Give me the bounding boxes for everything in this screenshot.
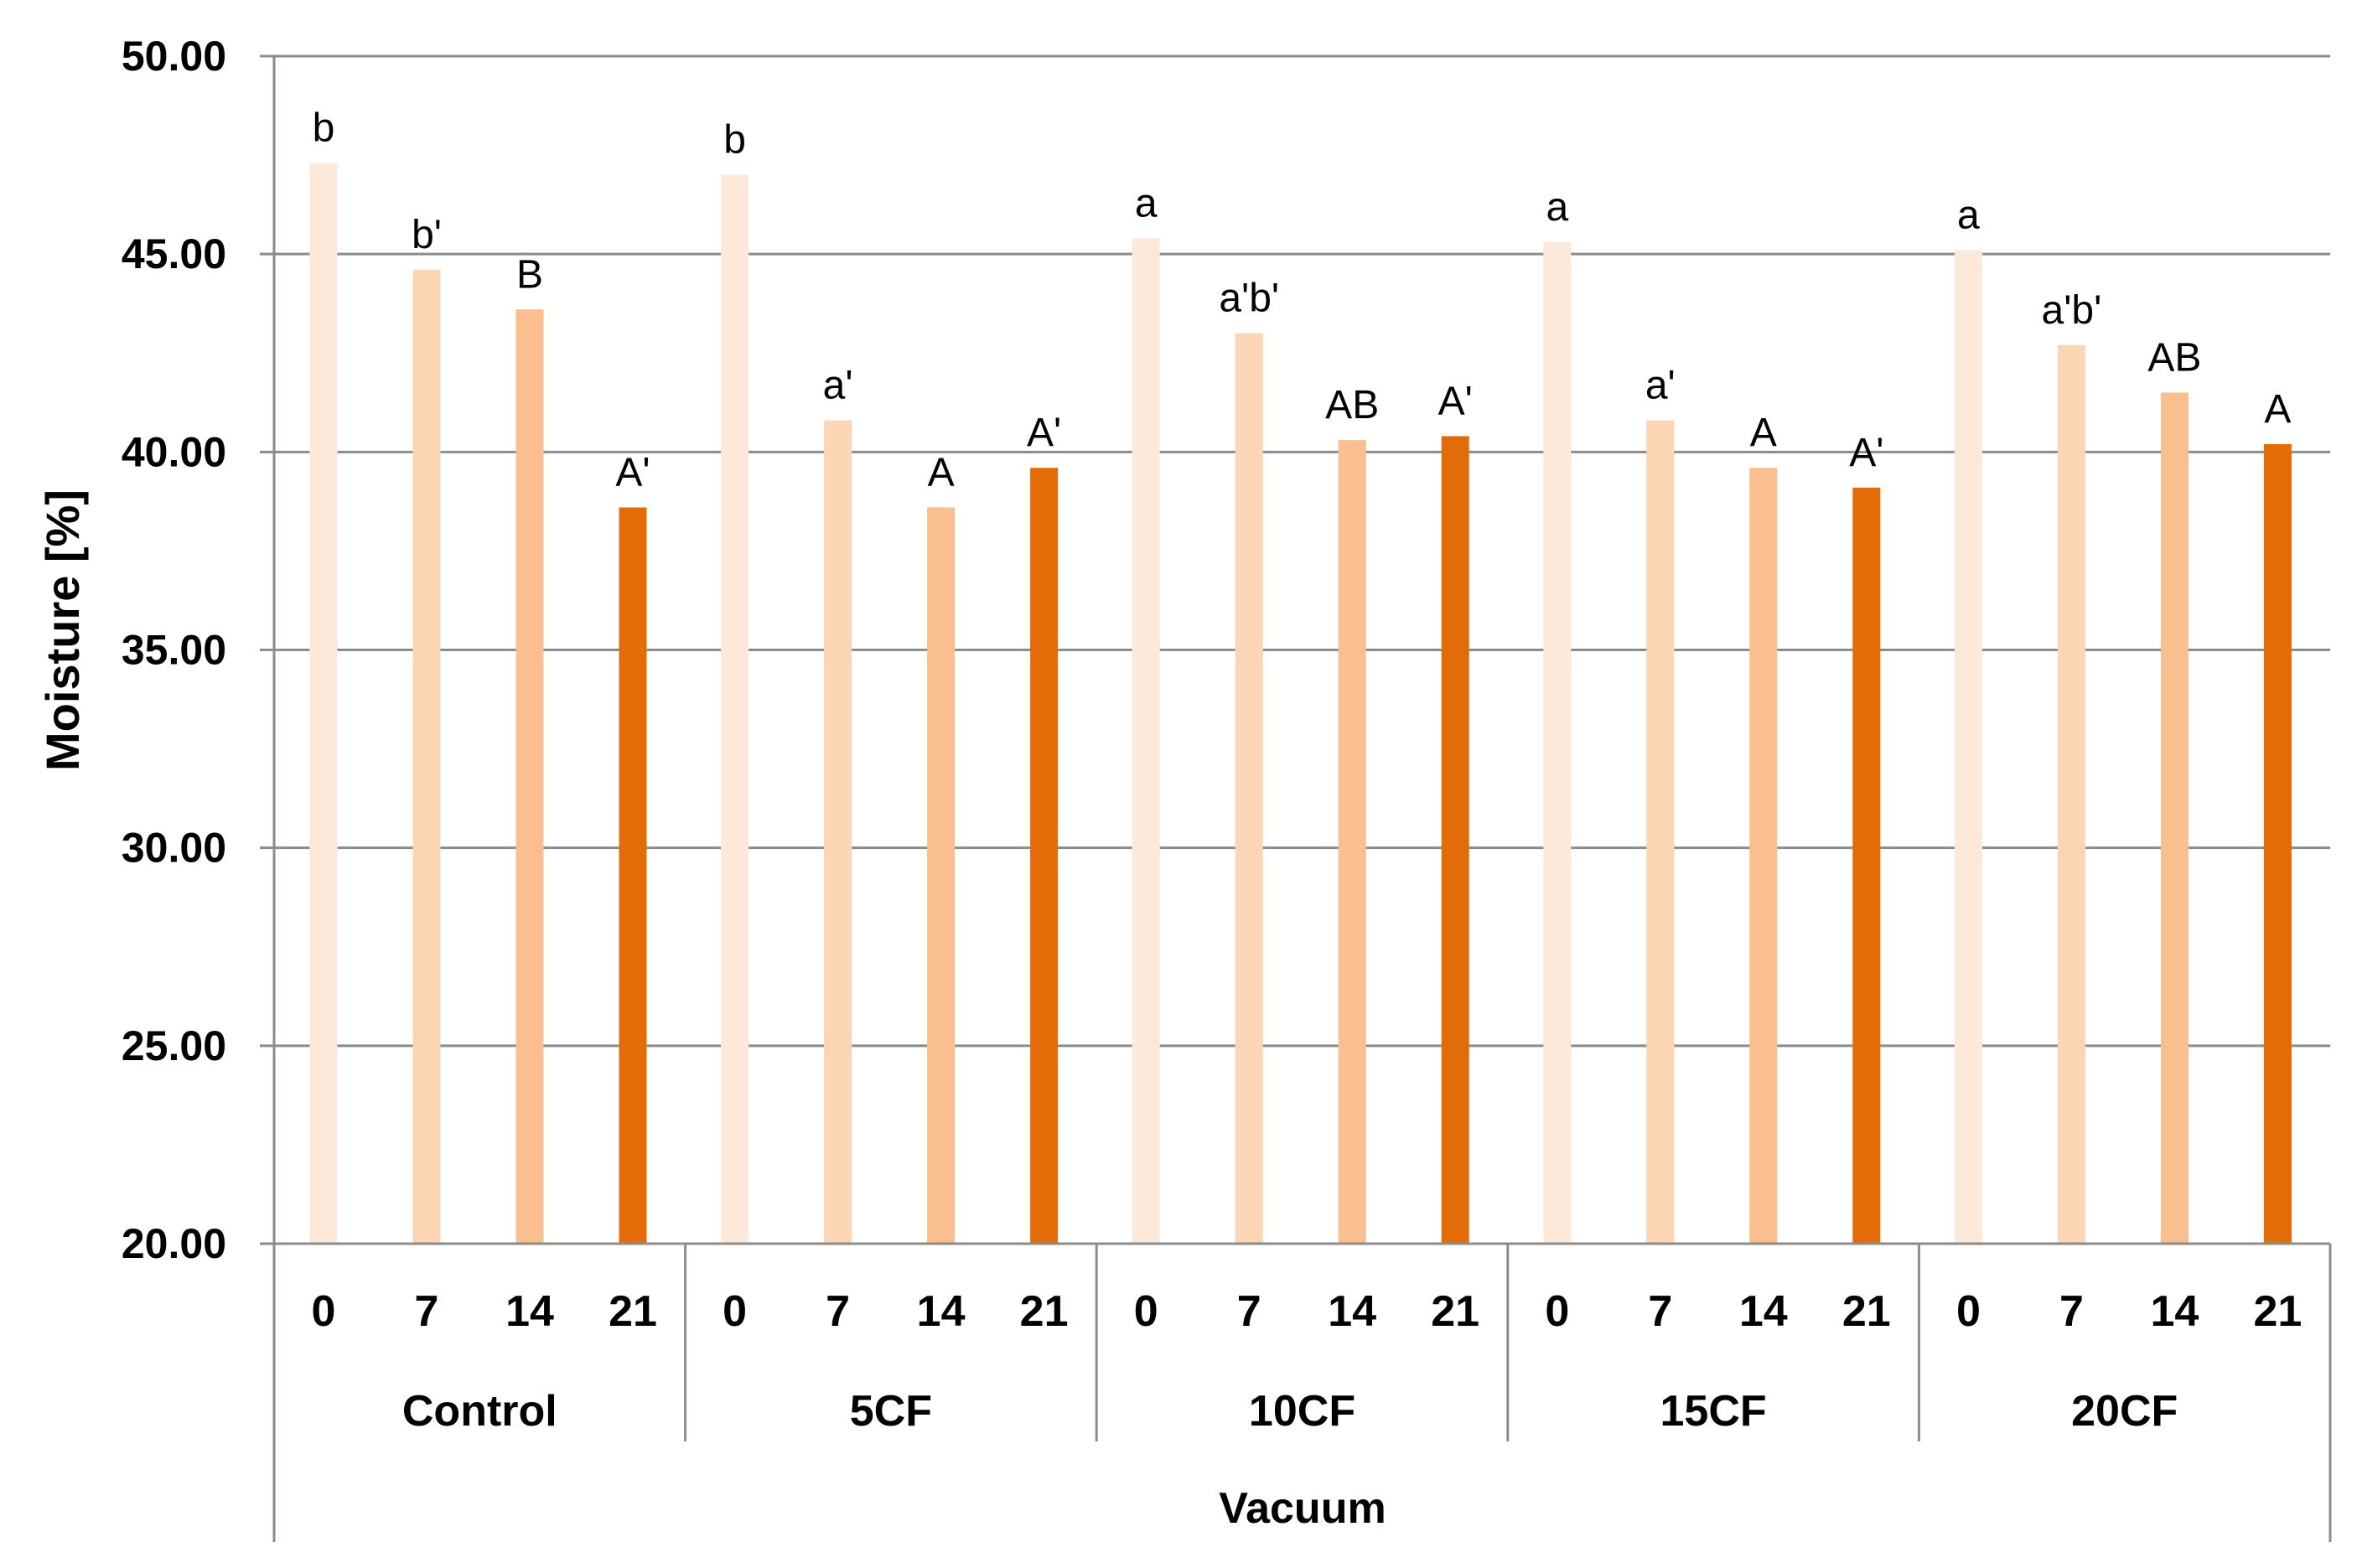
significance-label: a (1546, 185, 1568, 230)
significance-label: AB (1325, 383, 1379, 427)
significance-label: a'b' (2042, 288, 2102, 333)
bar-20cf-day-7 (2057, 344, 2085, 1244)
bar-5cf-day-14 (927, 507, 956, 1244)
x-tick-day-label: 14 (917, 1287, 966, 1336)
significance-label: A' (615, 450, 650, 494)
x-tick-day-label: 21 (2253, 1287, 2302, 1336)
bar-15cf-day-7 (1646, 420, 1675, 1245)
x-axis-outer-label: Vacuum (1219, 1484, 1386, 1533)
bar-15cf-day-21 (1852, 487, 1881, 1244)
y-tick-label: 25.00 (122, 1022, 226, 1069)
significance-label: A' (1438, 379, 1473, 423)
x-tick-day-label: 0 (1956, 1287, 1981, 1336)
x-tick-day-label: 0 (312, 1287, 336, 1336)
bars (309, 163, 2292, 1245)
significance-labels: b b' B A' b a' A A' a a'b' AB A' a a' A A' a a'b' AB A (313, 106, 2292, 495)
bar-10cf-day-21 (1441, 436, 1469, 1244)
y-tick-label: 35.00 (122, 627, 226, 674)
bar-5cf-day-0 (721, 174, 749, 1245)
significance-label: AB (2147, 335, 2201, 380)
significance-label: A' (1027, 411, 1061, 455)
gridlines (260, 54, 2330, 1245)
significance-label: B (516, 252, 543, 297)
significance-label: A (1750, 411, 1777, 455)
bar-control-day-0 (309, 163, 338, 1244)
bar-20cf-day-14 (2160, 392, 2189, 1244)
y-axis-ticks: 20.00 25.00 30.00 35.00 40.00 45.00 50.00 (122, 33, 226, 1267)
y-tick-label: 30.00 (122, 825, 226, 872)
significance-label: a (1957, 193, 1980, 237)
bar-control-day-14 (515, 309, 544, 1244)
x-tick-day-label: 14 (1739, 1287, 1788, 1336)
x-tick-day-label: 14 (1328, 1287, 1376, 1336)
x-tick-day-label: 0 (723, 1287, 747, 1336)
bar-10cf-day-0 (1132, 238, 1160, 1245)
y-tick-label: 40.00 (122, 428, 226, 475)
y-axis-title: Moisture [%] (36, 489, 89, 771)
bar-20cf-day-21 (2263, 443, 2292, 1244)
x-group-label: 20CF (2071, 1387, 2178, 1436)
x-group-label: 15CF (1660, 1387, 1767, 1436)
significance-label: a' (1645, 364, 1676, 408)
x-tick-day-label: 0 (1545, 1287, 1569, 1336)
bar-10cf-day-14 (1338, 440, 1366, 1244)
x-tick-day-label: 14 (2150, 1287, 2199, 1336)
significance-label: A (928, 450, 955, 494)
x-group-label: Control (402, 1387, 557, 1436)
x-group-label: 10CF (1249, 1387, 1355, 1436)
x-tick-day-label: 21 (1431, 1287, 1479, 1336)
bar-5cf-day-7 (824, 420, 852, 1245)
x-axis: 0 7 14 21 Control 0 7 14 21 5CF 0 7 14 21 10CF 0 7 14 21 15… (272, 1242, 2332, 1542)
bar-15cf-day-0 (1543, 241, 1572, 1244)
x-tick-day-label: 7 (2059, 1287, 2084, 1336)
x-tick-day-label: 7 (826, 1287, 850, 1336)
x-tick-day-label: 21 (1842, 1287, 1891, 1336)
x-tick-day-label: 7 (1237, 1287, 1261, 1336)
x-tick-day-label: 7 (415, 1287, 439, 1336)
x-tick-day-label: 21 (1020, 1287, 1069, 1336)
x-tick-day-label: 0 (1134, 1287, 1158, 1336)
significance-label: b (313, 106, 335, 151)
bar-control-day-21 (619, 507, 647, 1244)
x-tick-day-label: 14 (505, 1287, 554, 1336)
significance-label: a' (823, 364, 853, 408)
significance-label: b (723, 118, 746, 163)
significance-label: b' (412, 213, 442, 257)
significance-label: A' (1849, 431, 1883, 475)
bar-20cf-day-0 (1954, 250, 1982, 1244)
significance-label: a (1135, 181, 1158, 225)
x-tick-day-label: 7 (1648, 1287, 1672, 1336)
bar-control-day-7 (412, 270, 441, 1244)
y-tick-label: 50.00 (122, 33, 226, 80)
significance-label: A (2264, 387, 2291, 432)
significance-label: a'b' (1219, 277, 1279, 321)
bar-15cf-day-14 (1749, 468, 1778, 1244)
bar-10cf-day-7 (1235, 333, 1263, 1245)
bar-5cf-day-21 (1030, 468, 1059, 1244)
y-tick-label: 45.00 (122, 230, 226, 277)
x-tick-day-label: 21 (609, 1287, 657, 1336)
x-group-label: 5CF (850, 1387, 932, 1436)
y-tick-label: 20.00 (122, 1220, 226, 1267)
